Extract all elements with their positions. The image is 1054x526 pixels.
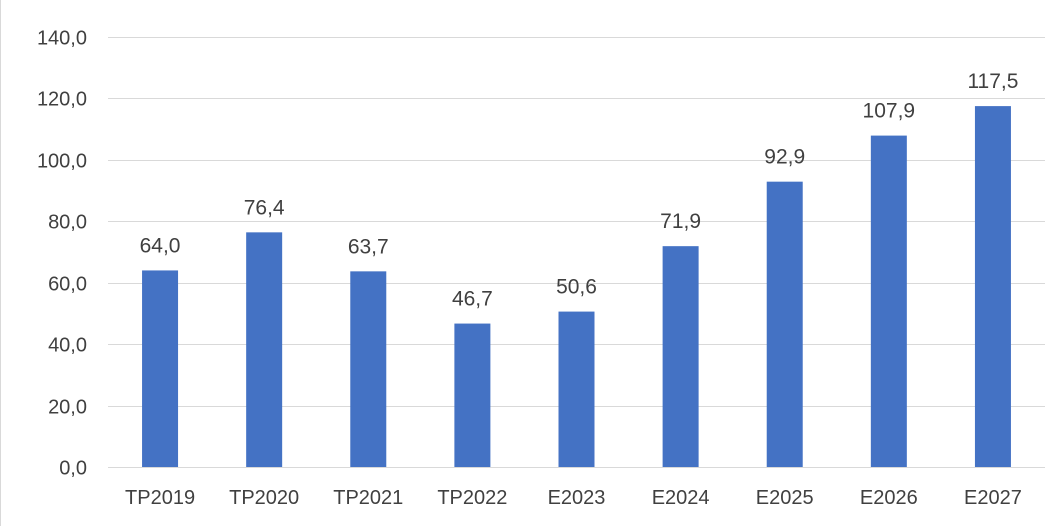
x-tick-label: E2023 <box>548 487 606 509</box>
x-axis-tick-labels: TP2019 TP2020 TP2021 TP2022 E2023 E2024 E2025 E… <box>125 487 1022 509</box>
y-tick-label: 100,0 <box>37 151 87 173</box>
bar-e2027 <box>974 106 1011 467</box>
bar-tp2022 <box>454 323 491 467</box>
bar-tp2019 <box>142 270 179 467</box>
data-label: 63,7 <box>348 235 389 258</box>
y-tick-label: 80,0 <box>48 212 87 234</box>
y-axis-tick-labels: 0,0 20,0 40,0 60,0 80,0 100,0 120,0 140,0 <box>37 28 87 480</box>
data-label: 76,4 <box>244 196 285 219</box>
data-label: 71,9 <box>660 210 701 233</box>
x-tick-label: TP2022 <box>437 487 507 509</box>
x-tick-label: TP2020 <box>229 487 299 509</box>
x-tick-label: E2027 <box>964 487 1022 509</box>
y-tick-label: 140,0 <box>37 28 87 50</box>
data-label: 64,0 <box>140 234 181 257</box>
y-tick-label: 120,0 <box>37 89 87 111</box>
y-tick-label: 20,0 <box>48 397 87 419</box>
bar-tp2021 <box>350 271 387 467</box>
bar-tp2020 <box>246 232 283 467</box>
bar-e2024 <box>662 246 699 467</box>
bar-e2026 <box>870 135 907 468</box>
y-tick-label: 0,0 <box>59 458 87 480</box>
bar-e2025 <box>766 181 803 467</box>
data-label: 107,9 <box>863 100 916 123</box>
x-tick-label: E2024 <box>652 487 710 509</box>
y-tick-label: 40,0 <box>48 335 87 357</box>
data-label: 46,7 <box>452 288 493 311</box>
data-label: 92,9 <box>764 146 805 169</box>
x-tick-label: TP2019 <box>125 487 195 509</box>
x-tick-label: E2025 <box>756 487 814 509</box>
x-tick-label: TP2021 <box>333 487 403 509</box>
data-labels: 64,0 76,4 63,7 46,7 50,6 71,9 92,9 107,9 117,5 <box>140 70 1019 310</box>
data-label: 117,5 <box>967 70 1018 93</box>
x-tick-label: E2026 <box>860 487 918 509</box>
bars <box>142 106 1011 468</box>
data-label: 50,6 <box>556 276 597 299</box>
y-tick-label: 60,0 <box>48 274 87 296</box>
bar-e2023 <box>558 311 595 467</box>
